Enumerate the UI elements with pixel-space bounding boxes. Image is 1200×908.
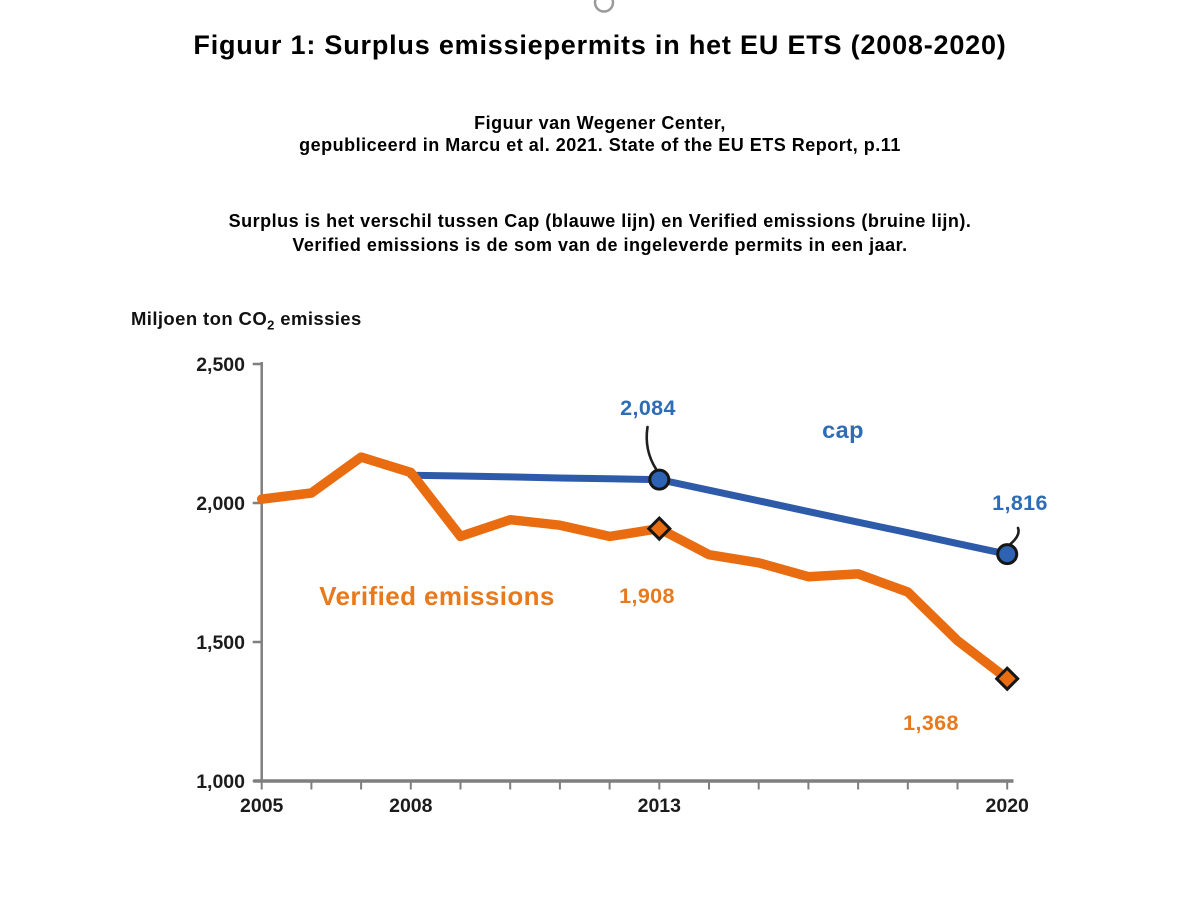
y-tick-label-1500: 1,500	[196, 632, 245, 654]
annotation-verified-name: Verified emissions	[319, 581, 555, 611]
note-line-1: Surplus is het verschil tussen Cap (blau…	[228, 211, 972, 231]
x-tick-label-2005: 2005	[240, 795, 284, 817]
annotation-verified-2020-value: 1,368	[903, 711, 959, 735]
annotation-verified-2013-value: 1,908	[619, 584, 675, 608]
annotation-cap-2013-value: 2,084	[620, 396, 676, 420]
verified-marker-2013	[646, 515, 672, 542]
cap-marker-2013	[648, 468, 671, 491]
y-tick-label-2000: 2,000	[196, 493, 245, 515]
y-tick-label-1000: 1,000	[196, 771, 245, 793]
source-line-1: Figuur van Wegener Center,	[474, 113, 726, 133]
figure-title: Figuur 1: Surplus emissiepermits in het …	[193, 30, 1007, 60]
figure-note: Surplus is het verschil tussen Cap (blau…	[0, 210, 1200, 257]
verified-marker-2020	[994, 666, 1020, 692]
leader-cap-2020	[1006, 526, 1020, 548]
cap-line	[407, 471, 1011, 558]
source-line-2: gepubliceerd in Marcu et al. 2021. State…	[299, 135, 901, 155]
x-tick-label-2008: 2008	[389, 795, 433, 817]
leader-cap-2013	[645, 425, 658, 471]
y-tick-label-2500: 2,500	[196, 354, 245, 376]
figure-source: Figuur van Wegener Center, gepubliceerd …	[0, 112, 1200, 156]
unit-label-suffix: emissies	[274, 308, 362, 329]
annotation-cap-name: cap	[822, 417, 864, 443]
x-tick-label-2013: 2013	[638, 795, 682, 817]
y-axis-unit-label: Miljoen ton CO2 emissies	[131, 308, 362, 333]
x-tick-label-2020: 2020	[986, 795, 1030, 817]
unit-label-subscript: 2	[267, 317, 275, 333]
note-line-2: Verified emissions is de som van de inge…	[292, 234, 908, 255]
cap-marker-2020	[996, 543, 1019, 566]
verified-line	[256, 452, 1012, 684]
unit-label-prefix: Miljoen ton CO	[131, 308, 268, 329]
annotation-cap-2020-value: 1,816	[992, 491, 1048, 515]
top-ring-icon	[593, 0, 615, 13]
